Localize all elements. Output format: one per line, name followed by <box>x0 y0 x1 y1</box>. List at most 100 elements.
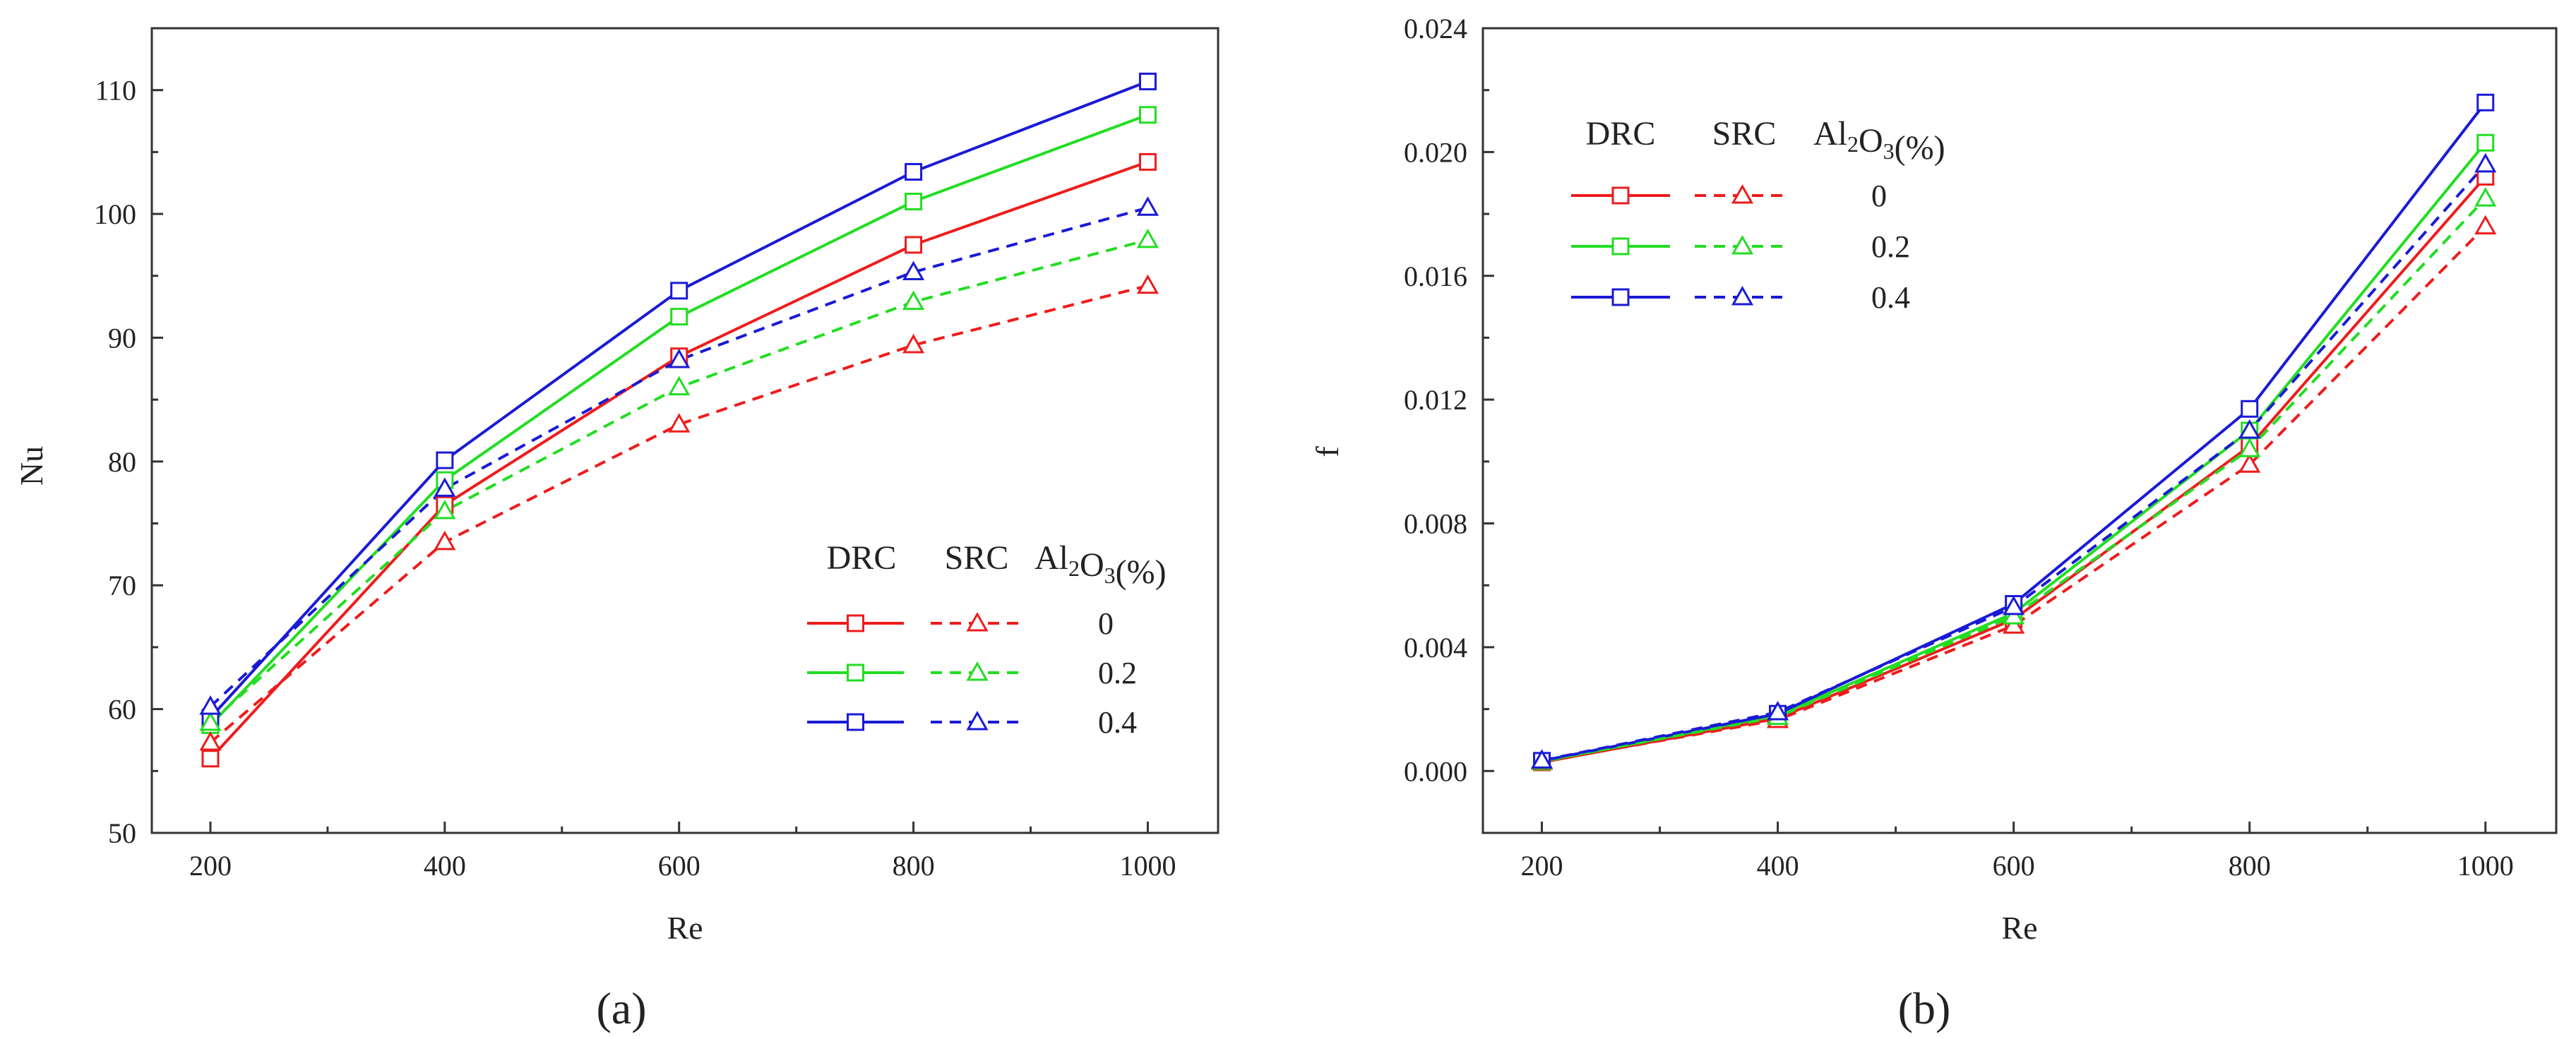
panel-b-y-tick-label: 0.004 <box>1404 632 1467 663</box>
panel-a-x-tick-label: 800 <box>893 850 935 882</box>
panel-b-y-tick-label: 0.024 <box>1404 13 1467 44</box>
panel-a-point-src-0-4-1000 <box>1136 196 1159 216</box>
panel-a-point-src-0-2-400 <box>434 499 456 520</box>
panel-a-point-src-0-400 <box>434 530 456 551</box>
panel-b-point-src-0-4-600 <box>2003 595 2025 615</box>
panel-b-x-tick-label: 1000 <box>2457 850 2514 882</box>
panel-b-y-tick-label: 0.012 <box>1404 384 1467 416</box>
panel-b-legend-header-src: SRC <box>1712 115 1777 152</box>
panel-a-point-src-0-800 <box>902 333 925 354</box>
panel-b-point-drc-0-2-1000 <box>2476 133 2495 152</box>
panel-a-point-drc-0-2-1000 <box>1138 106 1157 124</box>
panel-a-marks <box>199 72 1159 768</box>
panel-a-point-src-0-2-1000 <box>1136 228 1159 248</box>
panel-a-legend-label-0: 0 <box>1098 606 1114 641</box>
panel-b-point-src-0-2-1000 <box>2474 187 2497 207</box>
panel-b-legend-marker-drc-0-2 <box>1611 237 1630 256</box>
panel-b-y-tick-label: 0.016 <box>1404 260 1467 292</box>
panel-a-point-drc-0-1000 <box>1138 152 1157 171</box>
panel-a-y-tick-label: 110 <box>95 75 136 107</box>
panel-b-legend-marker-drc-0-4 <box>1611 288 1630 306</box>
panel-a-legend-marker-src-0-2 <box>966 661 989 681</box>
panel-b-legend-header-drc: DRC <box>1586 115 1656 152</box>
chart-panel-a: 200 400 600 800 1000 50 60 70 80 90 100 110 Re Nu D… <box>13 27 1220 1033</box>
panel-a-point-drc-0-4-400 <box>436 451 454 469</box>
panel-a-y-axis-title: Nu <box>13 446 49 486</box>
panel-a-y-tick-label: 70 <box>108 570 136 601</box>
panel-a-y-tick-label: 50 <box>108 817 136 849</box>
panel-a-series-line-src-0-4 <box>209 206 1148 708</box>
panel-b-point-src-0-1000 <box>2474 215 2497 235</box>
panel-a-point-drc-0-200 <box>201 750 220 768</box>
panel-a-point-src-0-4-600 <box>668 348 691 368</box>
panel-a-point-src-0-600 <box>668 413 691 433</box>
panel-b-series-line-src-0 <box>1542 225 2487 764</box>
panel-b-legend-label-0-2: 0.2 <box>1871 229 1910 264</box>
panel-a-point-src-0-2-200 <box>199 711 222 731</box>
panel-b-point-drc-0-4-1000 <box>2476 93 2495 112</box>
panel-b-legend-label-0: 0 <box>1871 179 1887 213</box>
panel-a-legend-marker-src-0 <box>966 611 989 632</box>
panel-b-x-tick-label: 800 <box>2229 850 2271 882</box>
panel-a-point-src-0-2-800 <box>902 290 925 311</box>
panel-b-x-tick-label: 400 <box>1757 850 1799 882</box>
panel-b-y-tick-label: 0.020 <box>1404 136 1467 168</box>
panel-a-legend: DRC SRC Al2O3(%) 0 0.2 0.4 <box>807 539 1167 740</box>
panel-b-legend-marker-src-0-4 <box>1731 285 1754 306</box>
panel-a-legend-marker-drc-0 <box>847 614 864 632</box>
panel-a-point-drc-0-4-600 <box>670 282 688 300</box>
panel-b-caption: (b) <box>1898 983 1951 1033</box>
panel-b-point-src-0-4-400 <box>1767 700 1789 721</box>
chart-panel-b: 200 400 600 800 1000 0.000 0.004 0.008 0.012 0.01… <box>1309 13 2558 1033</box>
panel-a-point-drc-0-2-800 <box>905 193 923 211</box>
panel-b-point-drc-0-4-800 <box>2241 400 2259 418</box>
panel-a-point-drc-0-2-600 <box>670 308 688 326</box>
panel-b-y-tick-label: 0.000 <box>1404 755 1467 787</box>
panel-b-point-src-0-2-800 <box>2238 438 2261 457</box>
panel-a-legend-label-0-4: 0.4 <box>1098 705 1137 740</box>
panel-a-legend-header-src: SRC <box>945 539 1009 577</box>
panel-b-point-src-0-2-600 <box>2003 605 2025 625</box>
panel-a-x-tick-label: 200 <box>189 850 232 882</box>
panel-a-x-tick-label: 1000 <box>1119 850 1176 882</box>
panel-a-series-line-src-0 <box>209 284 1148 744</box>
panel-a-legend-label-0-2: 0.2 <box>1098 656 1137 690</box>
panel-a-point-src-0-2-600 <box>668 376 691 396</box>
panel-b-legend-marker-src-0 <box>1731 184 1754 204</box>
panel-a-x-tick-label: 400 <box>424 850 466 882</box>
panel-a-legend-header-drc: DRC <box>827 539 897 577</box>
panel-a-x-axis-title: Re <box>667 910 703 946</box>
panel-a-x-tick-label: 600 <box>658 850 700 882</box>
panel-b-point-src-0-800 <box>2238 453 2261 473</box>
panel-a-y-tick-label: 90 <box>108 322 136 354</box>
panel-b-legend-header-param: Al2O3(%) <box>1813 115 1945 167</box>
panel-a-point-src-0-4-400 <box>434 477 456 497</box>
panel-a-y-tick-label: 100 <box>94 198 136 230</box>
panel-b-legend-marker-src-0-2 <box>1731 234 1754 255</box>
panel-a-legend-header-param: Al2O3(%) <box>1034 539 1167 591</box>
panel-b-point-src-0-4-1000 <box>2474 152 2497 173</box>
panel-b-y-axis-title: f <box>1309 446 1345 457</box>
panel-a-plot-frame <box>150 27 1220 834</box>
panel-b-legend-marker-drc-0 <box>1611 186 1630 205</box>
panel-a-point-src-0-1000 <box>1136 274 1159 294</box>
panel-b-point-src-0-4-200 <box>1530 749 1554 769</box>
panel-b-plot-frame <box>1481 27 2558 834</box>
panel-a-ticks: 200 400 600 800 1000 50 60 70 80 90 100 110 <box>94 75 1176 882</box>
panel-a-y-tick-label: 80 <box>108 446 136 478</box>
panel-b-legend-label-0-4: 0.4 <box>1871 280 1910 315</box>
panel-b-legend: DRC SRC Al2O3(%) 0 0.2 0.4 <box>1571 115 1945 315</box>
panel-a-point-src-0-4-800 <box>902 260 925 281</box>
panel-b-ticks: 200 400 600 800 1000 0.000 0.004 0.008 0.012 0.01… <box>1404 13 2514 882</box>
panel-b-x-axis-title: Re <box>2001 910 2037 946</box>
panel-b-x-tick-label: 200 <box>1521 850 1563 882</box>
panel-b-point-src-0-4-800 <box>2238 419 2261 439</box>
panel-a-legend-marker-drc-0-2 <box>847 663 864 682</box>
panel-a-y-tick-label: 60 <box>108 694 136 726</box>
panel-a-caption: (a) <box>596 983 646 1033</box>
panel-a-legend-marker-drc-0-4 <box>847 713 864 731</box>
panel-a-legend-marker-src-0-4 <box>966 710 989 731</box>
panel-a-point-src-0-200 <box>199 731 222 751</box>
panel-a-point-drc-0-4-1000 <box>1138 72 1157 90</box>
panel-b-x-tick-label: 600 <box>1993 850 2035 882</box>
